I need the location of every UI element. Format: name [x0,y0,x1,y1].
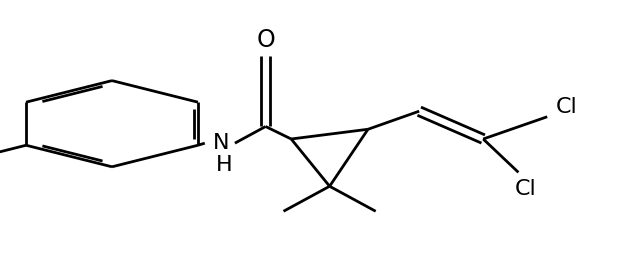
Text: H: H [216,155,232,175]
Text: N: N [212,133,229,153]
Text: Cl: Cl [556,97,577,117]
Text: O: O [256,28,275,52]
Text: Cl: Cl [515,179,537,199]
